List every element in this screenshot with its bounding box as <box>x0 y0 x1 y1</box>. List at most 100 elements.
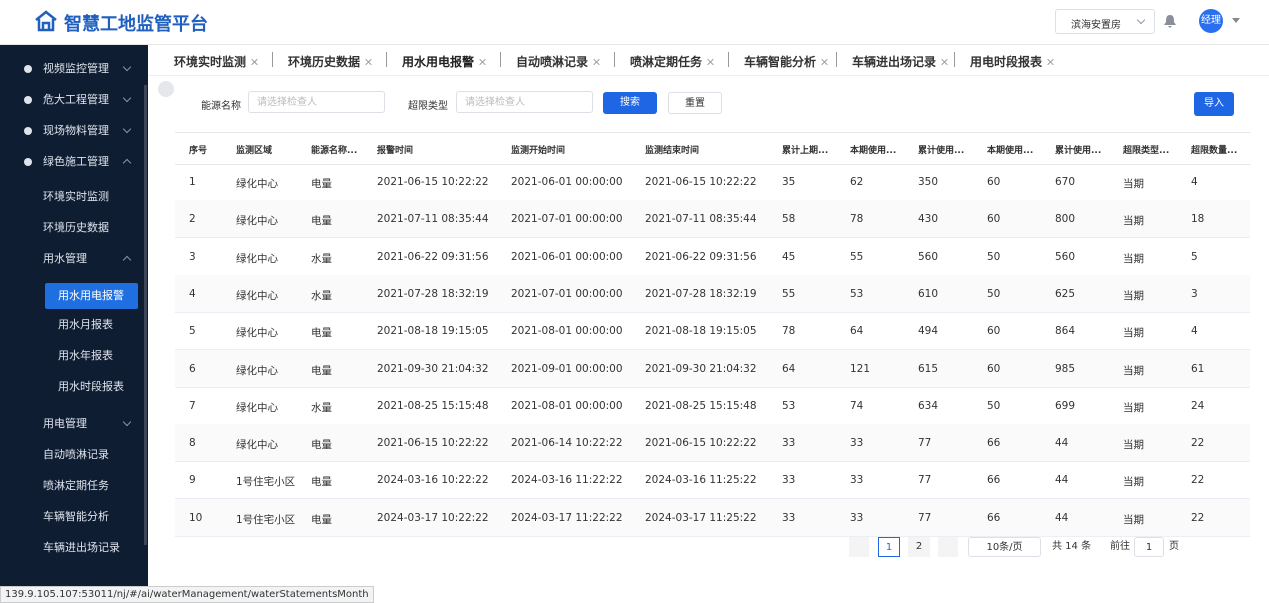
table-cell: 2021-08-18 19:15:05 <box>645 325 757 338</box>
menu-arrow <box>122 255 132 265</box>
tab[interactable]: 环境实时监测 <box>174 53 259 70</box>
table-cell: 77 <box>918 474 932 487</box>
menu-item[interactable]: 用水管理 <box>43 252 87 265</box>
table-cell: 1号住宅小区 <box>236 476 296 489</box>
menu-item[interactable]: 现场物料管理 <box>43 124 109 137</box>
table-cell: 4 <box>189 287 196 300</box>
tab-bar: 环境实时监测 环境历史数据 用水用电报警 自动喷淋记录 喷淋定期任务 车辆智能分析 车辆进出… <box>148 45 1269 76</box>
table-cell: 电量 <box>311 439 332 452</box>
table-cell: 4 <box>1191 325 1198 338</box>
tab-label: 用水用电报警 <box>402 55 475 69</box>
column-header: 累计使用... <box>918 146 965 156</box>
tab-close[interactable] <box>707 58 715 66</box>
table-cell: 22 <box>1191 511 1205 524</box>
table-cell: 2021-06-14 10:22:22 <box>511 437 623 450</box>
tab-close[interactable] <box>251 58 259 66</box>
table-cell: 66 <box>987 437 1001 450</box>
tab-close[interactable] <box>941 58 949 66</box>
menu-item[interactable]: 用电管理 <box>43 417 87 430</box>
table-cell: 2021-08-01 00:00:00 <box>511 399 623 412</box>
table-row[interactable] <box>175 274 1250 313</box>
tab[interactable]: 车辆智能分析 <box>744 53 829 70</box>
page-input[interactable]: 1 <box>1134 537 1164 557</box>
avatar[interactable]: 经理 <box>1199 9 1223 33</box>
energy-select[interactable]: 请选择检查人 <box>248 91 385 113</box>
collapse-button[interactable] <box>158 81 174 97</box>
column-header: 报警时间 <box>377 146 414 156</box>
table-row[interactable] <box>175 200 1250 239</box>
table-cell: 78 <box>782 325 796 338</box>
table-cell: 2021-09-30 21:04:32 <box>377 362 489 375</box>
menu-item[interactable]: 自动喷淋记录 <box>43 448 109 461</box>
menu-item[interactable]: 用水用电报警 <box>45 283 138 309</box>
table-cell: 560 <box>1055 250 1076 263</box>
menu-item[interactable]: 用水年报表 <box>58 349 113 362</box>
menu-item[interactable]: 绿色施工管理 <box>43 155 109 168</box>
menu-item[interactable]: 喷淋定期任务 <box>43 479 109 492</box>
tab-close[interactable] <box>821 58 829 66</box>
table-cell: 2024-03-17 11:25:22 <box>645 511 757 524</box>
table-cell: 电量 <box>311 476 332 489</box>
menu-item[interactable]: 危大工程管理 <box>43 93 109 106</box>
table-cell: 33 <box>850 474 864 487</box>
tab[interactable]: 喷淋定期任务 <box>630 53 715 70</box>
table-row[interactable] <box>175 424 1250 463</box>
column-header: 监测结束时间 <box>645 146 700 156</box>
menu-icon <box>24 65 32 73</box>
table-cell: 121 <box>850 362 871 375</box>
table-cell: 2024-03-17 11:22:22 <box>511 511 623 524</box>
tab-close[interactable] <box>365 58 373 66</box>
menu-item[interactable]: 环境历史数据 <box>43 221 109 234</box>
table-cell: 35 <box>782 176 796 188</box>
table-cell: 670 <box>1055 176 1076 188</box>
menu-item[interactable]: 车辆进出场记录 <box>43 541 120 554</box>
project-select[interactable]: 滨海安置房 <box>1055 9 1155 34</box>
menu-item[interactable]: 车辆智能分析 <box>43 510 109 523</box>
tab[interactable]: 用电时段报表 <box>970 53 1055 70</box>
menu-item[interactable]: 用水时段报表 <box>58 380 124 393</box>
menu-item[interactable]: 视频监控管理 <box>43 62 109 75</box>
tab[interactable]: 用水用电报警 <box>402 53 488 70</box>
table-cell: 当期 <box>1123 439 1144 452</box>
user-caret[interactable] <box>1232 18 1240 23</box>
table-cell: 33 <box>850 437 864 450</box>
reset-button[interactable]: 重置 <box>668 92 722 114</box>
menu-item[interactable]: 用水月报表 <box>58 318 113 331</box>
tab[interactable]: 车辆进出场记录 <box>852 53 949 70</box>
page-number[interactable]: 1 <box>878 537 900 557</box>
table-cell: 62 <box>850 176 864 188</box>
menu-arrow <box>122 93 132 103</box>
table-row[interactable] <box>175 349 1250 388</box>
type-select[interactable]: 请选择检查人 <box>456 91 593 113</box>
tab[interactable]: 自动喷淋记录 <box>516 53 601 70</box>
table-row[interactable] <box>175 498 1250 537</box>
page-number[interactable]: 2 <box>908 537 930 557</box>
table-cell: 61 <box>1191 362 1205 375</box>
tab-close[interactable] <box>1047 58 1055 66</box>
import-button[interactable]: 导入 <box>1194 92 1234 116</box>
next-page[interactable] <box>938 537 958 557</box>
tab-close[interactable] <box>593 58 601 66</box>
table-cell: 2021-09-30 21:04:32 <box>645 362 757 375</box>
prev-page[interactable] <box>849 537 869 557</box>
table-cell: 绿化中心 <box>236 327 278 340</box>
page-size[interactable]: 10条/页 <box>968 537 1041 557</box>
table-cell: 2021-09-01 00:00:00 <box>511 362 623 375</box>
filter-label: 能源名称 <box>201 101 241 112</box>
column-header: 超限数量... <box>1191 146 1238 156</box>
tab-close[interactable] <box>479 58 487 66</box>
search-button[interactable]: 搜索 <box>603 92 657 114</box>
status-url: 139.9.105.107:53011/nj/#/ai/waterManagem… <box>0 586 374 603</box>
tab[interactable]: 环境历史数据 <box>288 53 373 70</box>
table-cell: 60 <box>987 362 1001 375</box>
table-cell: 2021-06-15 10:22:22 <box>377 176 489 188</box>
table-cell: 50 <box>987 399 1001 412</box>
table-cell: 水量 <box>311 289 332 302</box>
table-cell: 电量 <box>311 215 332 228</box>
bell-icon[interactable] <box>1164 14 1176 28</box>
table-cell: 10 <box>189 511 203 524</box>
menu-item[interactable]: 环境实时监测 <box>43 190 109 203</box>
table-cell: 66 <box>987 511 1001 524</box>
table-cell: 33 <box>782 511 796 524</box>
table-cell: 5 <box>1191 250 1198 263</box>
